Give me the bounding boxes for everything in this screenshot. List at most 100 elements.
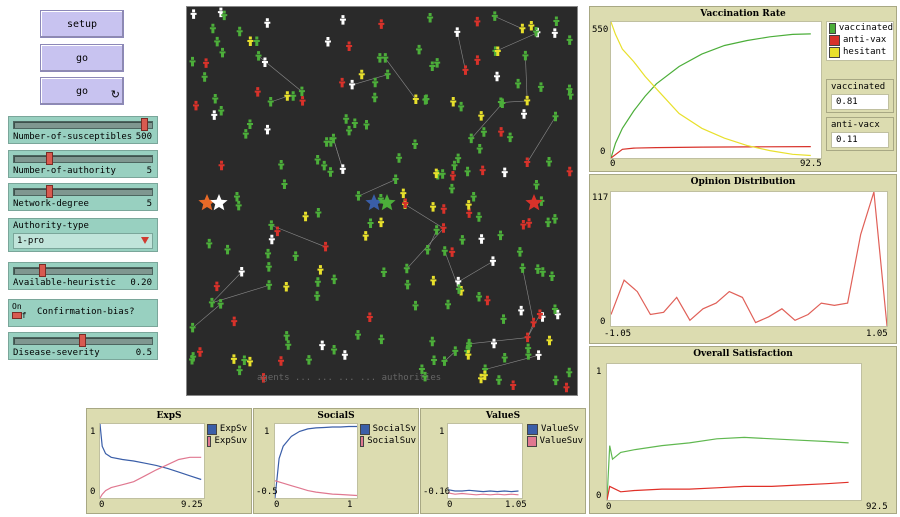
agent-person-icon [537,82,544,92]
agent-person-icon [327,167,334,177]
agent-person-icon [515,78,522,89]
agent-person-icon [253,36,260,47]
slider-thumb[interactable] [39,264,47,277]
slider-number-of-susceptibles[interactable]: Number-of-susceptibles 500 [8,116,158,144]
agent-person-icon [430,202,437,212]
agent-person-icon [452,346,459,356]
legend-item: ExpSv [205,423,247,435]
agent-person-icon [314,154,321,165]
slider-available-heuristic[interactable]: Available-heuristic 0.20 [8,262,158,290]
agent-person-icon [314,291,321,301]
agent-person-icon [412,300,419,311]
authority-star-icon [378,194,396,211]
agent-person-icon [494,46,501,57]
agent-person-icon [478,373,485,384]
slider-label: Network-degree [13,199,89,209]
slider-thumb[interactable] [79,334,86,347]
agent-person-icon [321,160,328,171]
agent-person-icon [214,36,221,47]
setup-button[interactable]: setup [40,10,124,38]
agent-person-icon [266,280,273,290]
slider-number-of-authority[interactable]: Number-of-authority 5 [8,150,158,178]
agent-person-icon [382,53,389,63]
agent-person-icon [206,238,213,249]
agent-person-icon [526,218,533,228]
agent-person-icon [278,160,285,170]
agent-person-icon [451,160,458,171]
agent-person-icon [190,352,197,362]
chooser-value[interactable]: 1-pro [13,233,153,249]
agent-person-icon [299,96,306,106]
slider-network-degree[interactable]: Network-degree 5 [8,183,158,211]
authority-star-icon [210,194,228,211]
agent-person-icon [563,382,570,393]
agent-person-icon [433,225,440,235]
agent-person-icon [530,317,537,328]
y-min-label: -0.5 [256,487,278,497]
legend-item: anti-vax [827,34,893,46]
slider-thumb[interactable] [141,118,149,131]
agent-person-icon [476,144,483,154]
confirmation-bias-switch[interactable]: OnOff Confirmation-bias? [8,299,158,327]
agent-person-icon [478,234,485,244]
dropdown-arrow-icon [141,237,149,244]
x-max-label: 1 [347,500,353,510]
agent-person-icon [484,295,491,306]
y-min-label: 0 [596,491,602,501]
agent-person-icon [261,57,268,68]
agent-person-icon [298,86,305,97]
agent-person-icon [416,44,423,55]
agent-person-icon [189,322,196,333]
series-line-1 [448,492,519,496]
series-line-0 [275,425,357,498]
agent-person-icon [402,198,409,209]
agent-person-icon [546,156,553,167]
slider-thumb[interactable] [46,152,53,165]
agent-person-icon [439,169,446,179]
y-max-label: 1 [90,427,96,437]
agent-person-icon [218,106,225,116]
agent-person-icon [516,247,523,257]
plot-title: ExpS [156,411,182,421]
agent-person-icon [235,200,242,211]
agent-person-icon [203,58,210,68]
plot-title: Vaccination Rate [700,9,786,19]
y-min-label: 0 [600,147,606,157]
go-once-button[interactable]: go [40,44,124,72]
agent-person-icon [551,28,558,38]
agent-person-icon [371,92,378,103]
agent-person-icon [281,179,288,190]
agent-person-icon [491,11,498,21]
agent-person-icon [441,356,448,366]
switch-label: Confirmation-bias? [37,307,135,317]
agent-person-icon [246,356,253,367]
anti-vacx-monitor: anti-vacx 0.11 [826,117,894,151]
series-line-0 [448,489,519,493]
go-forever-button[interactable]: go ↻ [40,77,124,105]
agent-person-icon [260,373,267,383]
agent-person-icon [221,10,228,21]
agent-person-icon [213,281,220,292]
agent-person-icon [230,354,237,364]
agent-person-icon [455,276,462,287]
agent-person-icon [465,200,472,210]
agent-person-icon [552,111,559,122]
agent-person-icon [449,247,456,257]
slider-value: 0.5 [135,348,152,358]
authority-type-chooser[interactable]: Authority-type 1-pro [8,218,158,252]
agent-person-icon [246,119,253,130]
y-min-label: -0.16 [423,487,451,497]
slider-disease-severity[interactable]: Disease-severity 0.5 [8,332,158,360]
agent-person-icon [236,26,243,37]
agent-person-icon [378,217,385,228]
world-view[interactable]: agents ... ... ... ... authorities [186,6,578,396]
agent-person-icon [494,71,501,82]
agent-person-icon [525,350,532,360]
agent-person-icon [468,133,475,144]
switch-knob[interactable] [12,312,22,319]
agent-person-icon [466,208,473,218]
agent-person-icon [522,50,529,61]
y-max-label: 1 [439,427,445,437]
agent-person-icon [358,69,365,80]
slider-thumb[interactable] [46,185,53,198]
